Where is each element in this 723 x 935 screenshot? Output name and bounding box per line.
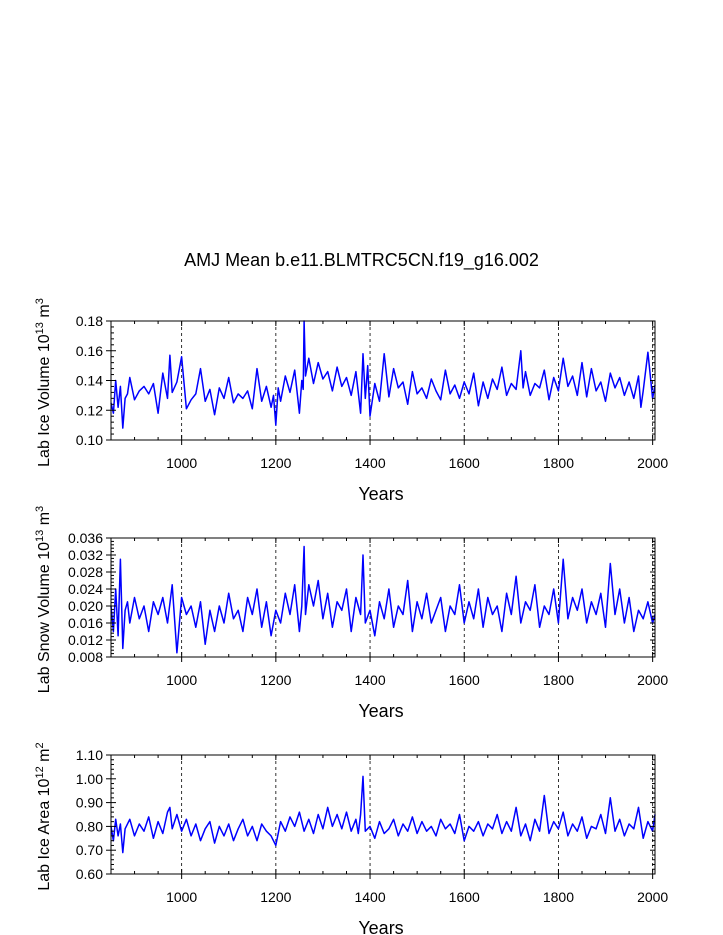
panel-3-ytick-label: 1.00 bbox=[76, 771, 103, 787]
panel-2-ylabel-text: m bbox=[36, 512, 53, 530]
panel-3-series-line bbox=[110, 775, 656, 854]
panel-1-ylabel: Lab Ice Volume 1013 m3 bbox=[34, 298, 53, 467]
panel-2-xtick-label: 2000 bbox=[637, 672, 668, 688]
panel-1-ylabel-superscript: 13 bbox=[34, 322, 46, 334]
panel-2-xtick-label: 1400 bbox=[354, 672, 385, 688]
panel-3-xtick-label: 1200 bbox=[260, 889, 291, 905]
panel-1-ylabel-text: m bbox=[36, 304, 53, 322]
panel-1-series-line bbox=[110, 320, 656, 429]
panel-2-ytick-label: 0.020 bbox=[68, 598, 103, 614]
panel-1-ytick-label: 0.10 bbox=[76, 432, 103, 448]
panel-3-ylabel-text: Lab Ice Area 10 bbox=[36, 778, 53, 890]
panel-3-ylabel-text: m bbox=[36, 749, 53, 767]
panel-3-xlabel: Years bbox=[358, 918, 403, 935]
panel-2-ylabel-superscript: 3 bbox=[34, 506, 46, 512]
panel-2-series-line bbox=[110, 545, 656, 654]
panel-3-ytick-label: 0.70 bbox=[76, 842, 103, 858]
panel-2-xtick-label: 1000 bbox=[166, 672, 197, 688]
panel-1-ytick-label: 0.14 bbox=[76, 373, 103, 389]
panel-1-ylabel-superscript: 3 bbox=[34, 298, 46, 304]
panel-3-xtick-label: 2000 bbox=[637, 889, 668, 905]
panel-2-ytick-label: 0.012 bbox=[68, 632, 103, 648]
panel-2-ytick-label: 0.032 bbox=[68, 547, 103, 563]
panel-2-ytick-label: 0.036 bbox=[68, 530, 103, 546]
panel-2-xlabel: Years bbox=[358, 701, 403, 721]
panel-3-ytick-label: 0.90 bbox=[76, 795, 103, 811]
panel-3-ylabel: Lab Ice Area 1012 m2 bbox=[34, 742, 53, 890]
panel-2-ylabel: Lab Snow Volume 1013 m3 bbox=[34, 506, 53, 693]
panel-1-xtick-label: 1200 bbox=[260, 455, 291, 471]
panel-3-ylabel-superscript: 12 bbox=[34, 766, 46, 778]
panel-2-ytick-label: 0.028 bbox=[68, 564, 103, 580]
panel-2-ytick-label: 0.024 bbox=[68, 581, 103, 597]
panel-3-ytick-label: 0.60 bbox=[76, 866, 103, 882]
panel-1-xtick-label: 1800 bbox=[543, 455, 574, 471]
panel-3-ylabel-superscript: 2 bbox=[34, 742, 46, 748]
panel-3-xtick-label: 1400 bbox=[354, 889, 385, 905]
panel-2-xtick-label: 1200 bbox=[260, 672, 291, 688]
panel-2-ylabel-superscript: 13 bbox=[34, 530, 46, 542]
panel-3-xtick-label: 1800 bbox=[543, 889, 574, 905]
panel-3-xtick-label: 1000 bbox=[166, 889, 197, 905]
panel-2-frame bbox=[110, 537, 656, 658]
panel-2-xtick-label: 1800 bbox=[543, 672, 574, 688]
chart-title: AMJ Mean b.e11.BLMTRC5CN.f19_g16.002 bbox=[184, 250, 539, 270]
panel-2-ytick-label: 0.008 bbox=[68, 649, 103, 665]
panel-3-xtick-label: 1600 bbox=[449, 889, 480, 905]
panel-3-ytick-label: 0.80 bbox=[76, 818, 103, 834]
panel-2-xtick-label: 1600 bbox=[449, 672, 480, 688]
panel-1-xtick-label: 1400 bbox=[354, 455, 385, 471]
panel-1-xtick-label: 1000 bbox=[166, 455, 197, 471]
panel-2-ylabel-text: Lab Snow Volume 10 bbox=[36, 542, 53, 693]
panel-1-xtick-label: 1600 bbox=[449, 455, 480, 471]
panel-3-frame bbox=[110, 754, 656, 875]
panel-2-ytick-label: 0.016 bbox=[68, 615, 103, 631]
panel-1-xlabel: Years bbox=[358, 484, 403, 504]
panel-1-ylabel-text: Lab Ice Volume 10 bbox=[36, 334, 53, 467]
panel-3-ytick-label: 1.10 bbox=[76, 747, 103, 763]
panel-1-ytick-label: 0.16 bbox=[76, 343, 103, 359]
panel-1-ytick-label: 0.18 bbox=[76, 313, 103, 329]
panel-1-xtick-label: 2000 bbox=[637, 455, 668, 471]
panel-1-ytick-label: 0.12 bbox=[76, 402, 103, 418]
